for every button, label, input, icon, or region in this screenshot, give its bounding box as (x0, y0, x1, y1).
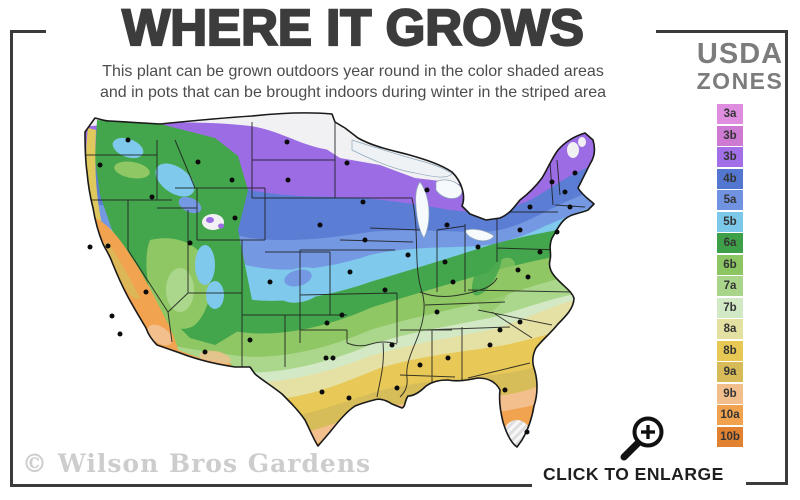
legend-title-usda: USDA (696, 38, 784, 70)
legend-title-zones: ZONES (696, 68, 784, 94)
zone-swatch-7b: 7b (717, 297, 743, 318)
zone-swatch-10b: 10b (717, 426, 743, 447)
frame-bottom-right-stub (746, 482, 788, 485)
zone-swatch-9a: 9a (717, 362, 743, 382)
usda-zones-legend: USDA ZONES 3a 3b 3b 4b 5a 5b 6a 6b 7a 7b 8a 8b 9a 9b 1… (690, 40, 790, 448)
frame-top-left-stub (10, 30, 46, 33)
zone-swatch-5a: 5a (717, 190, 743, 210)
zone-swatch-8b: 8b (717, 340, 743, 361)
zone-swatch-3a: 3a (717, 104, 743, 124)
zone-swatch-5b: 5b (717, 211, 743, 232)
us-map-graphic (84, 112, 596, 448)
subtitle-line-1: This plant can be grown outdoors year ro… (102, 63, 604, 80)
zone-swatch-list: 3a 3b 3b 4b 5a 5b 6a 6b 7a 7b 8a 8b 9a 9b 10a 10b (690, 104, 790, 447)
click-to-enlarge-button[interactable]: CLICK TO ENLARGE (543, 464, 724, 484)
zone-swatch-6b: 6b (717, 254, 743, 275)
zone-swatch-8a: 8a (717, 319, 743, 339)
frame-top-right (656, 30, 788, 33)
subtitle-line-2: and in pots that can be brought indoors … (99, 84, 607, 101)
zone-swatch-10a: 10a (717, 405, 743, 425)
city-dots (87, 137, 578, 435)
usda-zone-map[interactable] (70, 106, 610, 460)
page-title: WHERE IT GROWS (121, 0, 585, 57)
frame-right (785, 30, 788, 485)
us-outline (84, 112, 596, 448)
zone-swatch-3b: 3b (717, 125, 743, 146)
frame-left (10, 30, 13, 487)
subtitle: This plant can be grown outdoors year ro… (100, 61, 606, 103)
zone-swatch-9b: 9b (717, 383, 743, 404)
zone-shading (85, 112, 595, 448)
magnifier-zoom-icon[interactable] (616, 410, 672, 466)
frame-bottom (10, 484, 532, 487)
zone-swatch-3b: 3b (717, 147, 743, 167)
zone-swatch-4b: 4b (717, 168, 743, 189)
zone-swatch-7a: 7a (717, 276, 743, 296)
watermark: © Wilson Bros Gardens (22, 449, 372, 478)
zone-swatch-6a: 6a (717, 233, 743, 253)
